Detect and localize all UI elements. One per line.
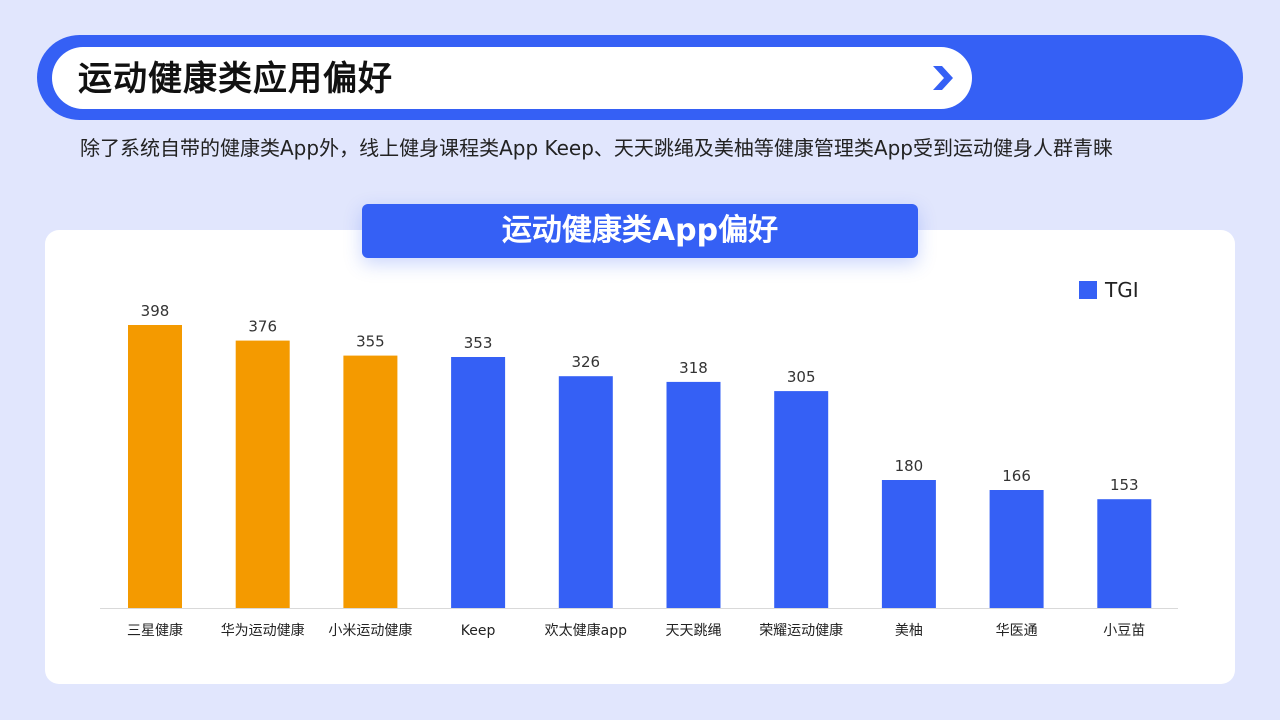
bar — [343, 355, 398, 608]
bar — [451, 357, 506, 608]
page-subtitle: 除了系统自带的健康类App外，线上健身课程类App Keep、天天跳绳及美柚等健… — [80, 136, 1113, 160]
data-label: 353 — [464, 334, 493, 352]
bar — [1097, 499, 1152, 608]
x-tick-label: 三星健康 — [127, 622, 183, 639]
data-label: 318 — [679, 359, 708, 377]
chart-title-badge: 运动健康类App偏好 — [362, 204, 918, 258]
bar — [881, 480, 936, 608]
data-label: 153 — [1110, 476, 1139, 494]
data-label: 376 — [248, 318, 277, 336]
bar — [989, 490, 1044, 608]
data-label: 305 — [787, 368, 816, 386]
bar — [128, 325, 182, 608]
data-label: 398 — [141, 302, 170, 320]
x-tick-label: 天天跳绳 — [666, 623, 722, 639]
x-tick-label: 华医通 — [996, 623, 1038, 639]
data-label: 180 — [895, 457, 924, 475]
bar — [666, 381, 721, 608]
data-label: 166 — [1002, 467, 1031, 485]
x-tick-label: 美柚 — [895, 623, 923, 639]
bar — [558, 376, 613, 608]
legend-label: TGI — [1105, 278, 1139, 302]
data-label: 355 — [356, 333, 385, 351]
x-tick-label: 欢太健康app — [545, 622, 627, 639]
chevron-right-icon — [933, 66, 953, 90]
x-tick-label: 华为运动健康 — [221, 622, 305, 639]
page-title: 运动健康类应用偏好 — [78, 59, 393, 99]
x-tick-label: 小米运动健康 — [328, 622, 412, 639]
x-tick-label: 小豆苗 — [1103, 623, 1145, 639]
header-title-pill — [52, 47, 972, 109]
chart-legend: TGI — [1079, 278, 1139, 302]
legend-swatch — [1079, 281, 1097, 299]
bar — [235, 340, 290, 608]
x-tick-label: 荣耀运动健康 — [759, 622, 843, 639]
data-label: 326 — [571, 353, 600, 371]
bar — [774, 391, 829, 608]
x-tick-label: Keep — [461, 623, 496, 639]
